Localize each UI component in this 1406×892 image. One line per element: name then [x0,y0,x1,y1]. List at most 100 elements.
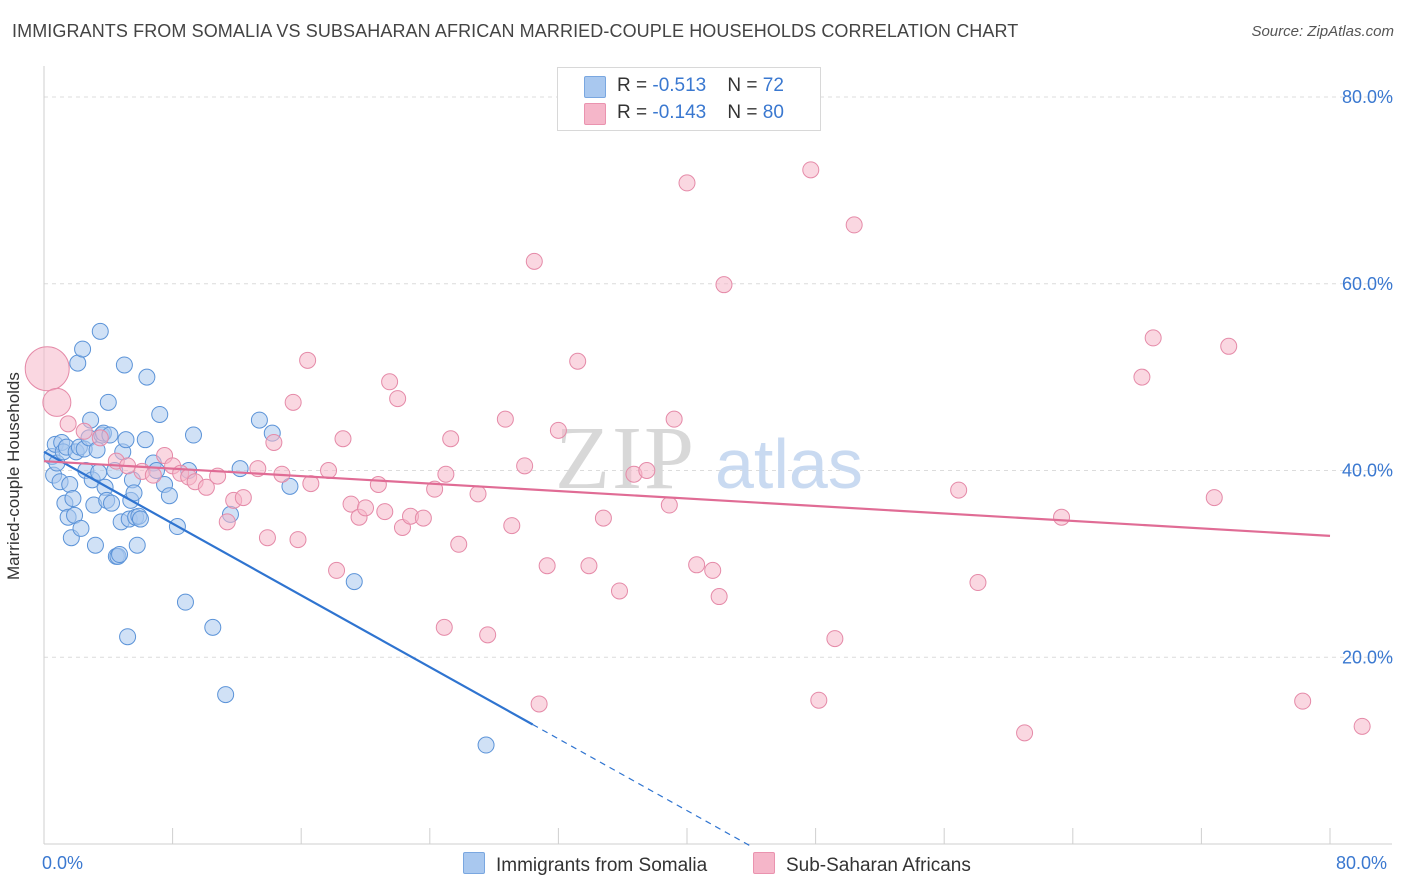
bottom-legend-swatch-subsaharan [753,852,775,874]
watermark-atlas: atlas [715,425,863,503]
subsaharan-point [1053,508,1071,526]
somalia-point [99,393,117,411]
subsaharan-point [594,509,612,527]
somalia-point [119,628,137,646]
series-somalia-points [43,322,495,754]
correlation-legend: R = -0.513 N = 72 R = -0.143 N = 80 [557,67,821,131]
legend-r-value: -0.143 [652,102,707,123]
somalia-point [204,618,222,636]
subsaharan-point [950,481,968,499]
bottom-legend-label-somalia: Immigrants from Somalia [496,855,708,876]
somalia-point [131,510,149,528]
somalia-point [115,356,133,374]
somalia-trend-extension [532,723,752,847]
subsaharan-point [665,410,683,428]
somalia-point [281,477,299,495]
subsaharan-point [715,276,733,294]
somalia-point [117,431,135,449]
somalia-point [136,431,154,449]
subsaharan-point [289,531,307,549]
bottom-legend-label-subsaharan: Sub-Saharan Africans [786,855,971,876]
series-subsaharan-points [24,161,1371,742]
subsaharan-point [610,582,628,600]
subsaharan-point [435,618,453,636]
subsaharan-point [1133,368,1151,386]
subsaharan-point [91,429,109,447]
bottom-legend-swatch-somalia [463,852,485,874]
legend-r-label: R = [617,75,653,96]
subsaharan-point [234,489,252,507]
trend-lines [43,450,1331,847]
subsaharan-point [328,561,346,579]
subsaharan-point [357,499,374,517]
subsaharan-point [826,630,844,648]
subsaharan-point [442,430,460,448]
subsaharan-point [258,529,276,547]
subsaharan-point [638,462,656,479]
subsaharan-point [197,478,215,496]
somalia-point [86,536,104,554]
subsaharan-point [710,588,728,606]
somalia-point [64,490,82,508]
subsaharan-point [1353,717,1371,735]
subsaharan-trend-line [43,460,1331,537]
subsaharan-point [479,626,497,644]
subsaharan-point [525,252,543,270]
subsaharan-point [469,485,487,503]
subsaharan-point [496,410,514,428]
y-tick-label: 40.0% [1342,461,1393,481]
subsaharan-point [320,462,338,479]
legend-n-label: N = [727,102,763,123]
subsaharan-point [810,691,828,709]
somalia-point [151,405,169,423]
legend-n-value: 72 [762,75,784,96]
source-credit: Source: ZipAtlas.com [1251,23,1394,40]
legend-swatch-somalia [584,76,606,98]
somalia-trend-line [43,450,534,726]
subsaharan-point [299,351,317,369]
subsaharan-point [75,422,93,440]
subsaharan-point [284,393,302,411]
subsaharan-point [376,503,394,521]
subsaharan-point [688,556,706,574]
chart-title: IMMIGRANTS FROM SOMALIA VS SUBSAHARAN AF… [12,21,1019,41]
legend-n-value: 80 [762,102,784,123]
legend-r-value: -0.513 [652,75,707,96]
legend-swatch-subsaharan [584,103,606,125]
subsaharan-point [334,430,352,448]
somalia-point [160,487,178,505]
somalia-point [176,593,194,611]
somalia-point [61,476,79,494]
subsaharan-point [516,457,534,475]
subsaharan-point [580,557,598,575]
subsaharan-point [1220,337,1238,355]
x-tick-label-max: 80.0% [1336,853,1388,873]
subsaharan-point [802,161,820,179]
subsaharan-point [144,466,162,484]
somalia-point [128,536,146,554]
y-tick-label: 60.0% [1342,274,1393,294]
subsaharan-point [530,695,548,713]
subsaharan-point [59,415,77,433]
y-tick-label: 80.0% [1342,87,1393,107]
subsaharan-point [549,421,567,439]
subsaharan-point [265,433,283,451]
somalia-point [103,494,121,512]
subsaharan-point [1205,489,1223,507]
somalia-point [231,460,249,478]
y-tick-labels: 20.0% 40.0% 60.0% 80.0% [1342,87,1393,667]
somalia-point [217,686,235,704]
somalia-point [138,368,156,386]
somalia-point [345,573,363,591]
bottom-legend-somalia[interactable]: Immigrants from Somalia [463,852,707,877]
subsaharan-point [704,561,722,579]
bottom-legend-subsaharan[interactable]: Sub-Saharan Africans [753,852,971,877]
y-tick-label: 20.0% [1342,647,1393,667]
subsaharan-point [42,387,72,417]
subsaharan-point [1144,329,1162,347]
subsaharan-point [381,373,399,391]
somalia-point [184,426,202,444]
subsaharan-point [218,513,236,531]
subsaharan-point [1016,724,1034,742]
